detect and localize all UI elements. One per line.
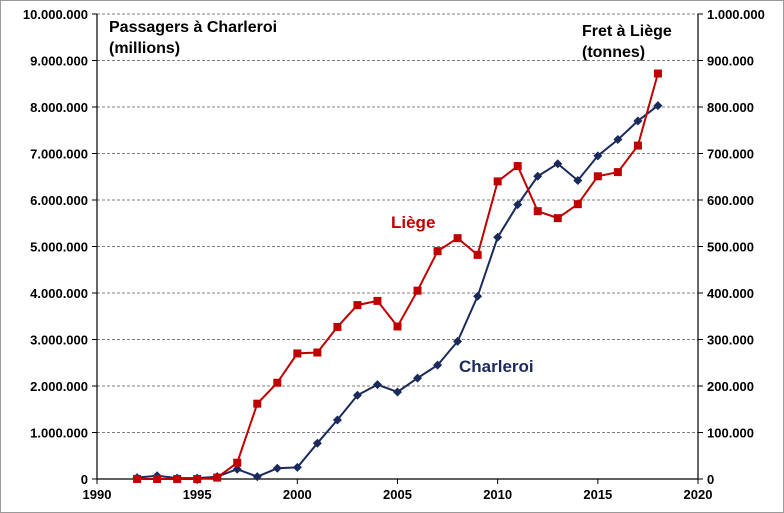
- series-group: [132, 69, 663, 483]
- left-axis-title-line-2: (millions): [109, 40, 180, 57]
- right-tick-label: 1.000.000: [707, 7, 765, 22]
- data-point-liege: [613, 168, 622, 177]
- right-axis-title-line-2: (tonnes): [582, 44, 645, 61]
- series-line-liege: [137, 73, 659, 480]
- data-point-charleroi: [292, 462, 302, 472]
- right-axis-ticks: 0 100.000 200.000 300.000 400.000 500.000 600.…: [698, 7, 765, 487]
- data-point-charleroi: [413, 373, 423, 383]
- data-point-charleroi: [352, 390, 362, 400]
- right-tick-label: 100.000: [707, 426, 754, 441]
- left-tick-label: 3.000.000: [30, 333, 88, 348]
- data-point-liege: [193, 475, 202, 483]
- data-point-liege: [133, 475, 142, 483]
- right-tick-label: 200.000: [707, 379, 754, 394]
- data-point-charleroi: [573, 175, 583, 185]
- data-point-charleroi: [653, 101, 663, 111]
- data-point-charleroi: [393, 387, 402, 397]
- data-point-charleroi: [593, 151, 603, 161]
- left-axis-title-line-1: Passagers à Charleroi: [109, 19, 277, 36]
- right-tick-label: 800.000: [707, 100, 754, 115]
- data-point-liege: [413, 286, 422, 295]
- data-point-charleroi: [493, 232, 503, 242]
- left-tick-label: 7.000.000: [30, 147, 88, 162]
- data-point-charleroi: [533, 171, 543, 181]
- data-point-charleroi: [252, 472, 262, 482]
- data-point-liege: [213, 473, 222, 482]
- data-point-liege: [153, 475, 162, 483]
- data-point-liege: [313, 348, 322, 357]
- gridlines: [97, 13, 698, 433]
- data-point-liege: [533, 207, 542, 216]
- right-tick-label: 300.000: [707, 333, 754, 348]
- data-point-liege: [333, 322, 342, 331]
- data-point-liege: [353, 301, 362, 310]
- data-point-liege: [233, 458, 242, 467]
- data-point-liege: [453, 234, 462, 243]
- data-point-liege: [513, 162, 522, 171]
- data-point-liege: [593, 172, 602, 181]
- data-point-charleroi: [232, 464, 242, 474]
- right-tick-label: 900.000: [707, 54, 754, 69]
- x-tick-label: 2015: [583, 487, 612, 502]
- data-point-charleroi: [372, 380, 382, 390]
- x-tick-label: 2005: [383, 487, 412, 502]
- x-tick-label: 2010: [483, 487, 512, 502]
- left-tick-label: 10.000.000: [23, 7, 88, 22]
- series-label-charleroi: Charleroi: [459, 357, 534, 376]
- data-point-liege: [633, 141, 642, 150]
- data-point-liege: [473, 250, 482, 259]
- data-point-charleroi: [453, 336, 463, 346]
- data-point-charleroi: [633, 116, 643, 126]
- data-point-charleroi: [312, 438, 322, 448]
- left-tick-label: 6.000.000: [30, 193, 88, 208]
- left-tick-label: 5.000.000: [30, 240, 88, 255]
- data-point-charleroi: [332, 415, 342, 425]
- x-axis-ticks: 1990 1995 2000 2005 2010 2015 2020: [83, 479, 713, 502]
- data-point-liege: [653, 69, 662, 78]
- data-point-liege: [373, 296, 382, 305]
- data-point-liege: [293, 349, 302, 358]
- data-point-charleroi: [553, 159, 563, 169]
- right-tick-label: 400.000: [707, 286, 754, 301]
- data-point-liege: [273, 378, 282, 387]
- data-point-liege: [493, 177, 502, 186]
- data-point-charleroi: [513, 200, 523, 210]
- left-axis-ticks: 0 1.000.000 2.000.000 3.000.000 4.000.000 5.0…: [23, 7, 97, 487]
- data-point-liege: [573, 200, 582, 209]
- x-tick-label: 1995: [183, 487, 212, 502]
- series-line-charleroi: [137, 104, 659, 480]
- data-point-liege: [173, 475, 182, 483]
- left-tick-label: 9.000.000: [30, 54, 88, 69]
- data-point-charleroi: [272, 463, 282, 473]
- x-tick-label: 2020: [684, 487, 713, 502]
- data-point-liege: [393, 322, 402, 331]
- right-axis-title-line-1: Fret à Liège: [582, 23, 672, 40]
- left-tick-label: 8.000.000: [30, 100, 88, 115]
- data-point-charleroi: [613, 135, 623, 145]
- series-label-liege: Liège: [391, 213, 435, 232]
- right-tick-label: 700.000: [707, 147, 754, 162]
- data-point-charleroi: [433, 360, 443, 370]
- right-tick-label: 0: [707, 472, 714, 487]
- right-tick-label: 600.000: [707, 193, 754, 208]
- left-tick-label: 4.000.000: [30, 286, 88, 301]
- x-tick-label: 1990: [83, 487, 112, 502]
- data-point-charleroi: [473, 291, 483, 301]
- left-tick-label: 1.000.000: [30, 426, 88, 441]
- data-point-liege: [433, 247, 442, 256]
- data-point-liege: [553, 214, 562, 223]
- x-tick-label: 2000: [283, 487, 312, 502]
- data-point-liege: [253, 399, 262, 408]
- right-tick-label: 500.000: [707, 240, 754, 255]
- left-tick-label: 0: [81, 472, 88, 487]
- left-tick-label: 2.000.000: [30, 379, 88, 394]
